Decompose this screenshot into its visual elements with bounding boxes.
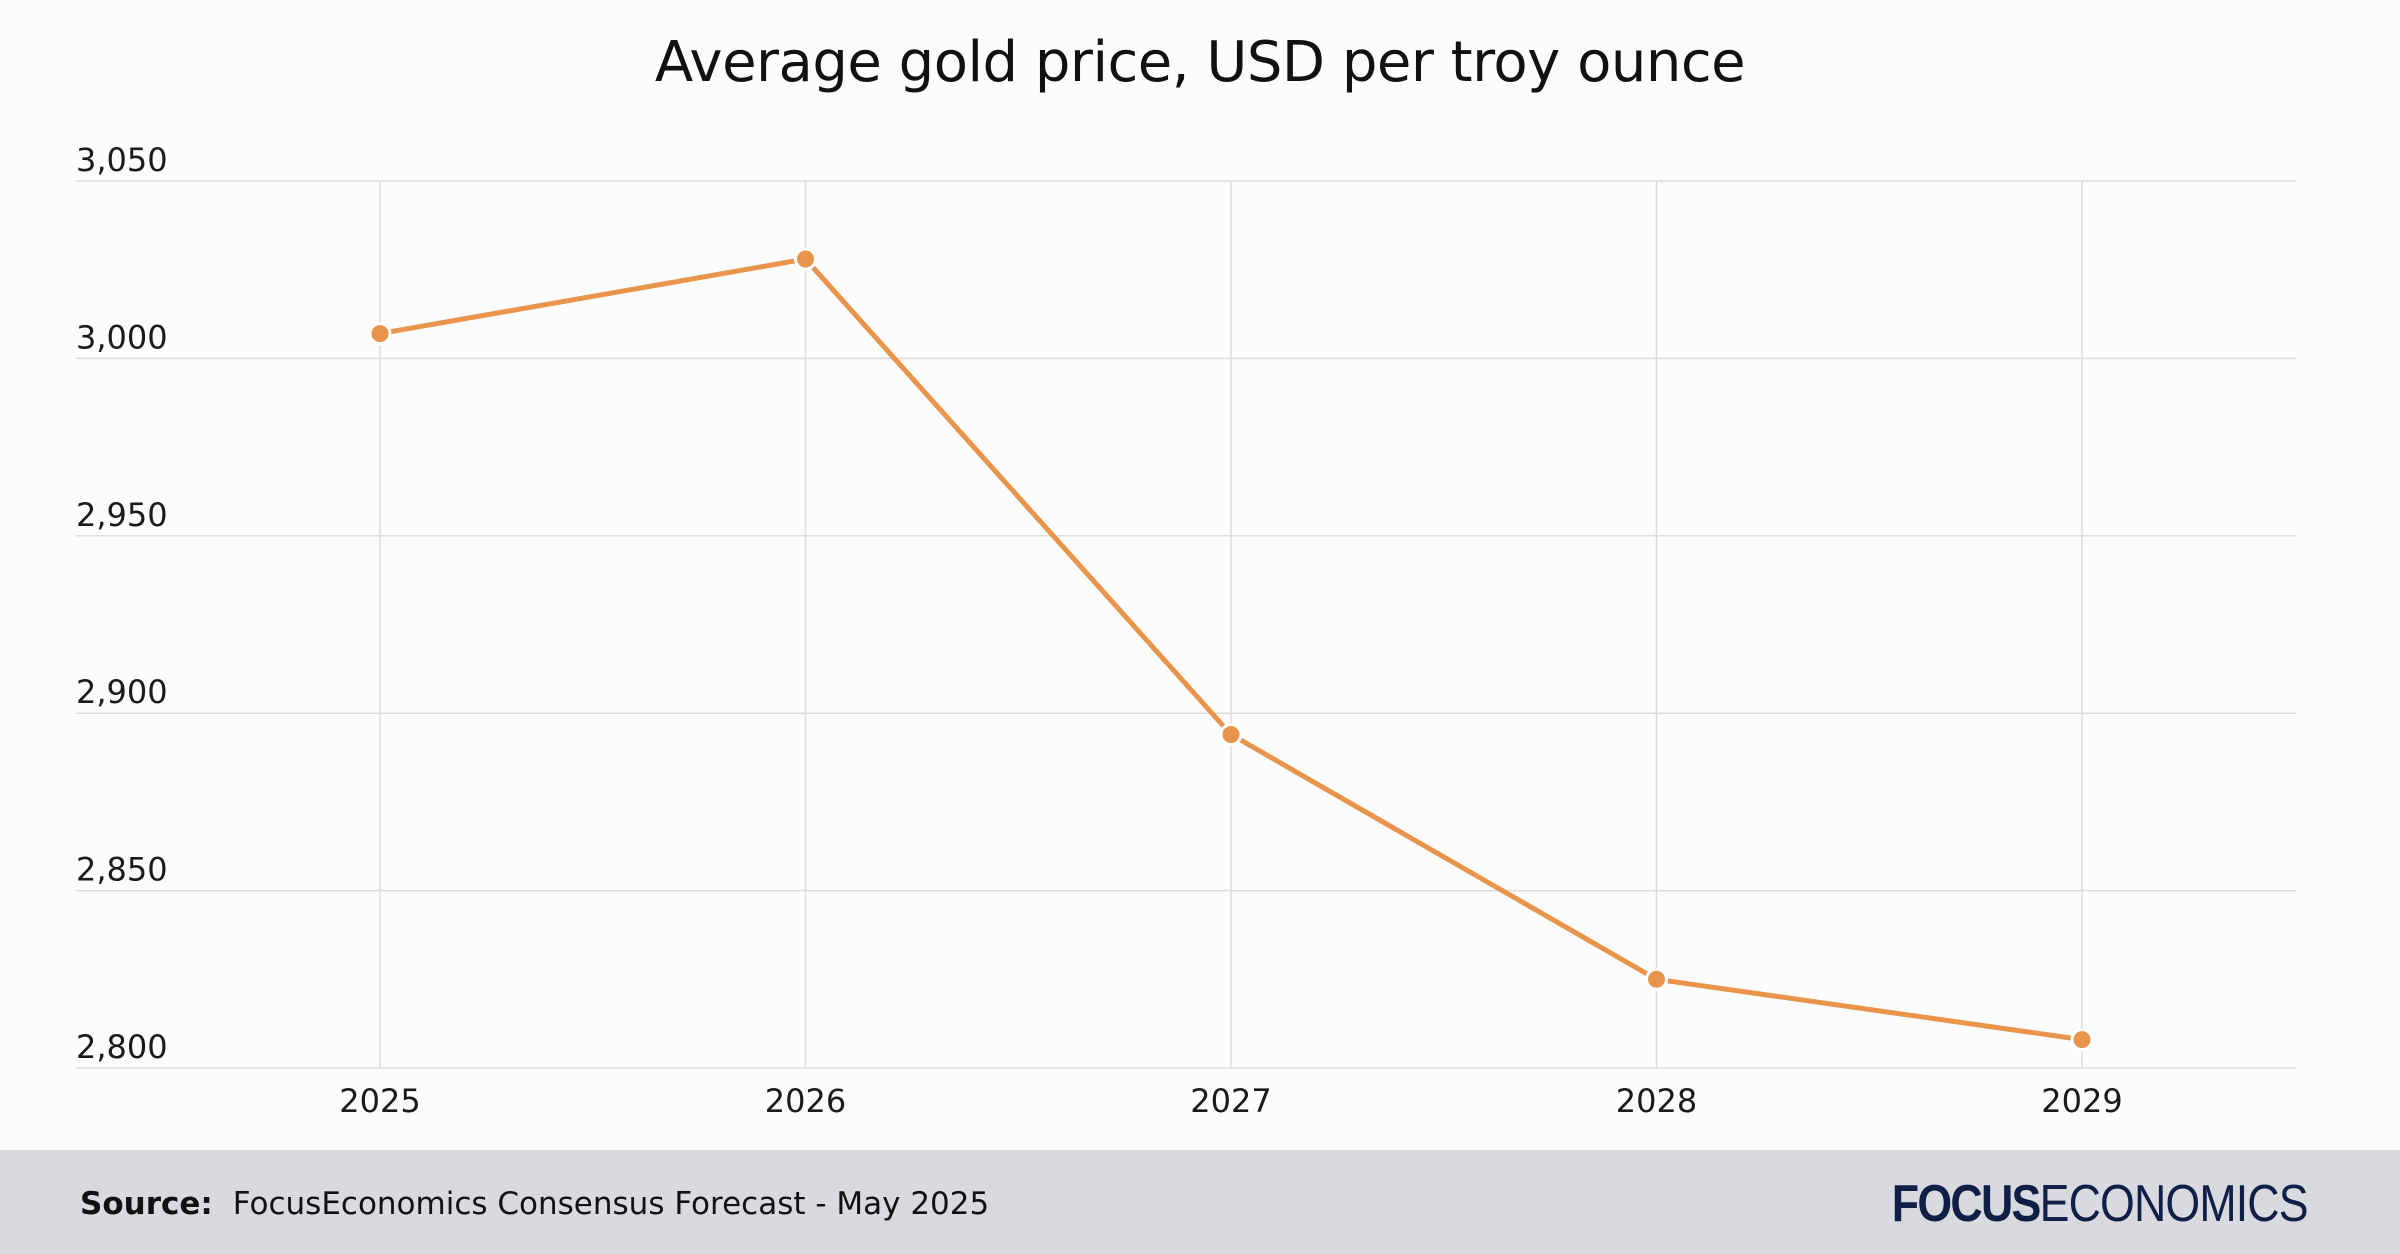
chart-title: Average gold price, USD per troy ounce — [654, 30, 1746, 95]
x-tick-label: 2029 — [2041, 1082, 2122, 1120]
data-point — [2070, 1028, 2094, 1052]
x-tick-label: 2027 — [1190, 1082, 1271, 1120]
y-tick-label: 3,050 — [76, 141, 168, 179]
series-layer — [368, 247, 2094, 1052]
source-note: Source: FocusEconomics Consensus Forecast… — [80, 1186, 989, 1222]
data-point — [1219, 722, 1243, 746]
x-tick-label: 2025 — [339, 1082, 420, 1120]
footer: Source: FocusEconomics Consensus Forecast… — [0, 1150, 2400, 1254]
y-tick-label: 2,900 — [76, 673, 168, 711]
x-gridlines — [379, 181, 2083, 1068]
data-point — [794, 247, 817, 271]
logo-light-text: ECONOMICS — [2039, 1175, 2309, 1233]
x-tick-label: 2028 — [1616, 1082, 1697, 1120]
data-point — [368, 322, 392, 346]
y-tick-label: 2,800 — [76, 1028, 168, 1066]
y-axis-tick-labels: 2,800 2,850 2,900 2,950 3,000 3,050 — [76, 141, 168, 1066]
x-axis-tick-labels: 2025 2026 2027 2028 2029 — [339, 1082, 2122, 1120]
x-tick-label: 2026 — [765, 1082, 846, 1120]
y-gridlines — [76, 180, 2296, 1069]
y-tick-label: 3,000 — [76, 318, 168, 356]
logo-bold-text: FOCUS — [1892, 1175, 2042, 1233]
source-text: FocusEconomics Consensus Forecast - May … — [232, 1186, 990, 1222]
data-point — [1645, 967, 1668, 991]
source-label: Source: — [80, 1186, 213, 1222]
brand-logo: FOCUSECONOMICS — [1892, 1174, 2309, 1234]
y-tick-label: 2,950 — [76, 496, 168, 534]
y-tick-label: 2,850 — [76, 851, 168, 889]
